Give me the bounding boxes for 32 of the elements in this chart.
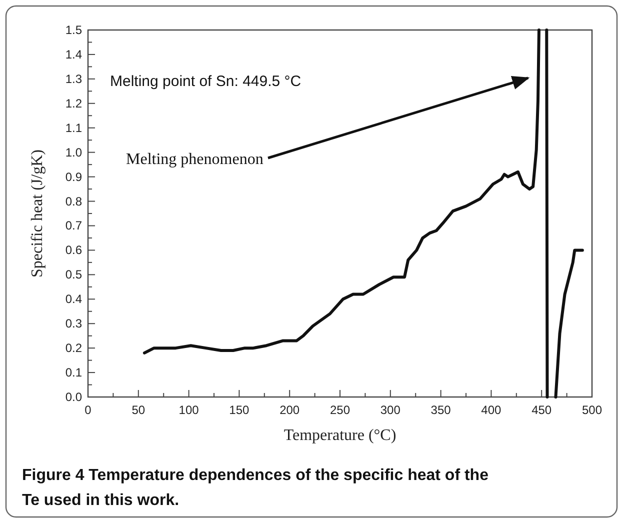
y-tick-label: 0.3 [65, 316, 82, 331]
y-tick-label: 0.9 [65, 170, 82, 184]
x-tick-label: 50 [132, 403, 146, 417]
y-tick-label: 1.0 [65, 145, 82, 160]
y-tick-label: 1.2 [65, 96, 82, 110]
y-tick-label: 1.3 [65, 72, 82, 86]
x-tick-label: 0 [84, 403, 92, 417]
y-tick-label: 1.4 [65, 47, 82, 62]
x-tick-label: 250 [330, 403, 350, 417]
y-tick-label: 0.1 [65, 366, 82, 380]
text: Figure 4 Temperature dependences of the specific heat of the Te used in this work. [22, 467, 489, 509]
y-tick-label: 1.5 [65, 23, 82, 37]
x-tick-label: 300 [380, 403, 401, 417]
y-tick-label: 0.7 [65, 218, 82, 233]
x-tick-label: 400 [481, 403, 502, 417]
y-tick-label: 0.4 [65, 292, 82, 306]
x-tick-label: 450 [532, 403, 552, 417]
y-tick-label: 0.2 [65, 341, 82, 356]
x-axis-title: Temperature (°C) [284, 427, 396, 444]
x-tick-label: 350 [430, 403, 452, 417]
annotation: Melting phenomenon [126, 151, 264, 168]
x-tick-label: 200 [280, 403, 300, 417]
y-tick-label: 0.0 [65, 390, 82, 404]
y-tick-label: 0.6 [65, 243, 82, 258]
y-tick-label: 0.5 [65, 268, 82, 282]
y-axis-title: Specific heat (J/gK) [29, 150, 46, 278]
x-tick-label: 500 [582, 403, 602, 417]
annotation: Melting point of Sn: 449.5 °C [110, 73, 302, 90]
y-tick-label: 0.8 [65, 194, 82, 208]
x-tick-label: 100 [178, 403, 200, 417]
y-tick-label: 1.1 [65, 120, 82, 135]
x-tick-label: 150 [229, 403, 250, 417]
